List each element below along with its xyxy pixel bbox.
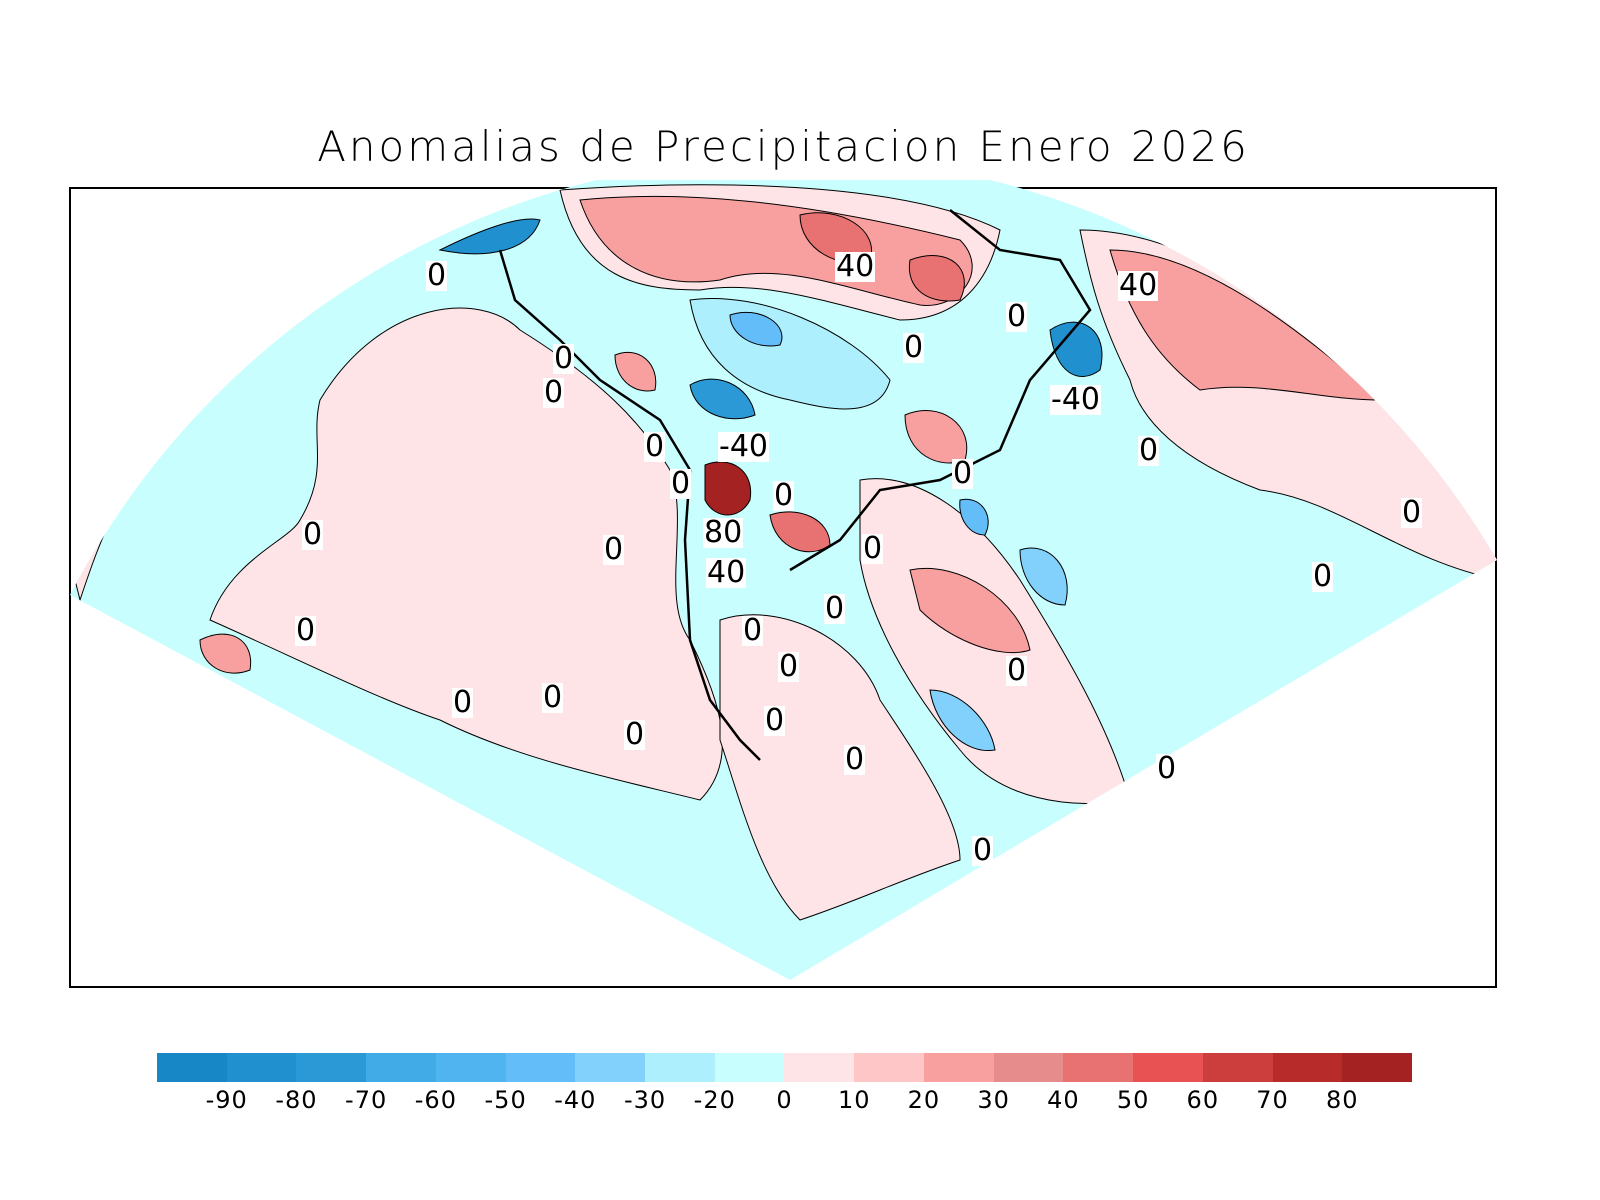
anomaly-region	[929, 689, 996, 752]
contour-label: 0	[844, 742, 866, 777]
colorbar-swatch	[993, 1053, 1064, 1082]
contour-label: 0	[1006, 299, 1028, 334]
colorbar-tick-label: 0	[776, 1086, 793, 1114]
anomaly-region	[199, 633, 252, 674]
colorbar-tick-label: 50	[1116, 1086, 1150, 1114]
contour-label: 0	[452, 685, 474, 720]
colorbar-tick-label: 60	[1186, 1086, 1220, 1114]
colorbar-swatch	[1063, 1053, 1134, 1082]
contour-label: 40	[1118, 268, 1159, 303]
contour-label: -40	[1050, 382, 1101, 417]
colorbar-swatch	[1272, 1053, 1343, 1082]
anomaly-region	[1019, 547, 1068, 606]
anomaly-region	[719, 614, 961, 921]
colorbar-tick-label: 10	[837, 1086, 871, 1114]
colorbar-tick-label: 20	[907, 1086, 941, 1114]
contour-label: 0	[1138, 433, 1160, 468]
colorbar-tick-label: 70	[1256, 1086, 1289, 1114]
anomaly-region	[729, 311, 783, 347]
colorbar-swatch	[854, 1053, 924, 1082]
contour-label: 0	[295, 613, 317, 648]
contour-label: -40	[718, 429, 769, 464]
colorbar-tick-label: -30	[623, 1086, 667, 1114]
colorbar-swatch	[435, 1053, 506, 1082]
contour-label: 0	[773, 478, 795, 513]
colorbar-swatch	[226, 1053, 297, 1082]
colorbar-tick-label: 40	[1047, 1086, 1080, 1114]
anomaly-region	[438, 218, 541, 255]
anomaly-region	[1049, 321, 1103, 377]
anomaly-region	[1109, 249, 1382, 401]
colorbar-swatch	[923, 1053, 994, 1082]
anomaly-region	[704, 461, 752, 516]
colorbar-swatch	[366, 1053, 436, 1082]
colorbar-tick-label: -70	[345, 1086, 388, 1114]
contour-label: 0	[764, 703, 786, 738]
anomaly-region	[908, 255, 965, 302]
contour-label: 0	[862, 531, 884, 566]
contour-label: 80	[703, 515, 744, 550]
contour-label: 0	[742, 613, 764, 648]
colorbar-swatch	[645, 1053, 715, 1082]
colorbar-swatch	[1133, 1053, 1203, 1082]
contour-label: 0	[1401, 495, 1423, 530]
contour-label: 0	[670, 466, 692, 501]
colorbar-tick-label: -50	[484, 1086, 527, 1114]
colorbar-swatch	[505, 1053, 576, 1082]
contour-label: 0	[543, 375, 565, 410]
contour-label: 0	[952, 456, 974, 491]
colorbar-swatch	[1202, 1053, 1273, 1082]
colorbar-tick-label: 80	[1325, 1086, 1359, 1114]
colorbar-swatch	[784, 1053, 855, 1082]
contour-label: 0	[824, 591, 846, 626]
anomaly-region	[614, 352, 657, 392]
contour-label: 0	[603, 532, 625, 567]
contour-label: 0	[1156, 751, 1178, 786]
contour-label: 0	[1312, 559, 1334, 594]
colorbar	[157, 1053, 1412, 1082]
colorbar-tick-label: -40	[554, 1086, 597, 1114]
contour-label: 0	[1006, 653, 1028, 688]
colorbar-swatch	[575, 1053, 646, 1082]
contour-label: 0	[426, 258, 448, 293]
contour-label: 0	[903, 330, 925, 365]
contour-label: 0	[972, 833, 994, 868]
colorbar-tick-label: 30	[977, 1086, 1010, 1114]
contour-label: 0	[542, 680, 564, 715]
contour-label: 0	[644, 429, 666, 464]
colorbar-swatch	[714, 1053, 785, 1082]
colorbar-tick-label: -20	[693, 1086, 736, 1114]
contour-label: 40	[835, 249, 876, 284]
contour-label: 0	[624, 717, 646, 752]
colorbar-swatch	[1342, 1053, 1412, 1082]
anomaly-region	[689, 378, 756, 420]
anomaly-region	[909, 568, 1031, 654]
colorbar-swatch	[157, 1053, 227, 1082]
contour-label: 0	[778, 649, 800, 684]
colorbar-tick-label: -80	[275, 1086, 318, 1114]
contour-label: 40	[706, 555, 747, 590]
colorbar-tick-label: -60	[414, 1086, 457, 1114]
map-title: Anomalias de Precipitacion Enero 2026	[317, 122, 1250, 171]
contour-label: 0	[302, 517, 324, 552]
colorbar-tick-label: -90	[205, 1086, 248, 1114]
colorbar-swatch	[296, 1053, 367, 1082]
contour-label: 0	[553, 341, 575, 376]
anomaly-region	[959, 498, 989, 536]
